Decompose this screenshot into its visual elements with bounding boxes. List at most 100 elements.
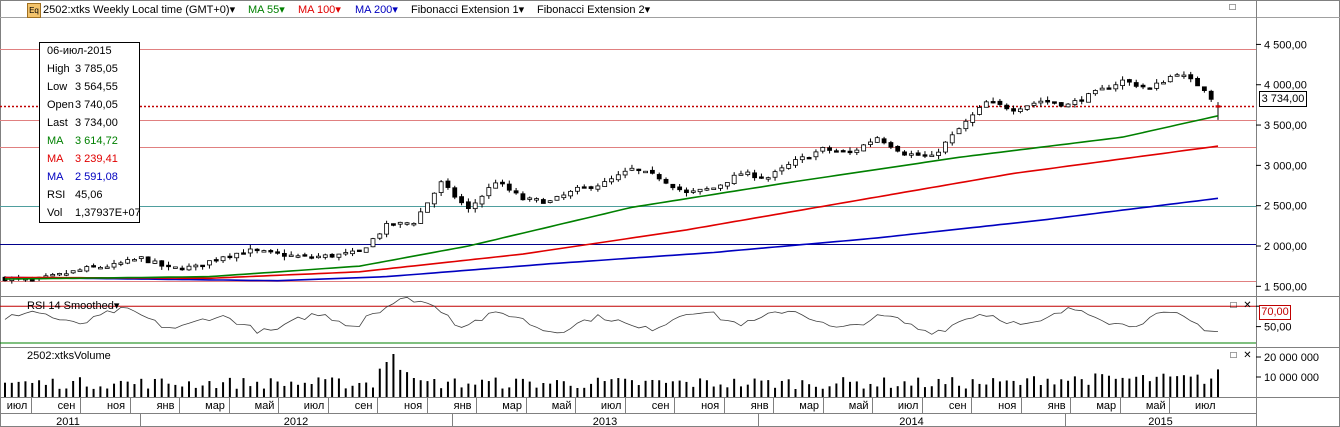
candle-body — [179, 267, 185, 271]
candle-body — [772, 171, 778, 178]
volume-pane-restore-button[interactable]: □ — [1230, 350, 1237, 361]
candle-body — [949, 134, 955, 144]
candle-body — [1174, 74, 1180, 77]
fib2-menu[interactable]: Fibonacci Extension 2▾ — [537, 3, 650, 16]
candle-body — [370, 238, 376, 248]
ma200-label: MA 200 — [355, 4, 393, 16]
rsi-line — [4, 296, 1219, 335]
candle-body — [438, 181, 444, 193]
candle-body — [1058, 102, 1064, 107]
candle-body — [268, 250, 274, 253]
year-label: 2014 — [899, 416, 923, 427]
fib1-label: Fibonacci Extension 1 — [411, 4, 519, 16]
dropdown-arrow-icon: ▾ — [229, 4, 236, 16]
candle-body — [397, 221, 403, 225]
month-label: сен — [58, 400, 76, 412]
candle-body — [1079, 99, 1085, 102]
candle-body — [588, 186, 594, 189]
candle-body — [575, 186, 580, 192]
candle-body — [752, 172, 758, 179]
candle-body — [520, 193, 526, 201]
candle-body — [895, 145, 901, 152]
candle-body — [1072, 100, 1078, 105]
price-axis-label: 2 000,00 — [1264, 241, 1307, 253]
tooltip-label: Open — [47, 99, 74, 111]
candle-body — [731, 174, 737, 185]
candle-body — [29, 279, 35, 282]
tooltip-label: MA — [47, 153, 64, 165]
candle-body — [568, 190, 574, 197]
candle-body — [479, 195, 485, 205]
price-axis-label: 2 500,00 — [1264, 201, 1307, 213]
month-label: ноя — [701, 400, 719, 412]
candle-body — [193, 264, 199, 268]
ma100-menu[interactable]: MA 100▾ — [298, 3, 341, 16]
candle-body — [847, 150, 853, 154]
candle-body — [1004, 104, 1010, 110]
rsi-axis-label: 50,00 — [1264, 322, 1292, 334]
candle-body — [445, 180, 451, 188]
tooltip-row-ma: MA 2 591,08 — [47, 171, 118, 183]
candle-body — [98, 267, 103, 270]
candle-body — [1195, 77, 1200, 87]
candle-body — [922, 154, 928, 157]
candle-body — [779, 167, 785, 172]
rsi-pane-menu[interactable]: RSI 14 Smoothed▾ — [27, 299, 119, 312]
ma55-menu[interactable]: MA 55▾ — [248, 3, 285, 16]
candle-body — [1045, 99, 1051, 103]
candle-body — [425, 202, 430, 213]
volume-pane-close-button[interactable]: ✕ — [1243, 350, 1252, 361]
dropdown-arrow-icon: ▾ — [113, 300, 120, 312]
ma55-label: MA 55 — [248, 4, 280, 16]
symbol-badge-icon[interactable]: Eq — [27, 3, 41, 18]
candle-body — [854, 149, 860, 153]
candle-body — [316, 255, 321, 259]
candle-body — [63, 273, 69, 276]
candle-body — [711, 187, 717, 190]
candle-body — [50, 274, 56, 277]
price-pane-restore-button[interactable]: □ — [1229, 2, 1236, 13]
candle-body — [765, 177, 771, 180]
candle-body — [738, 173, 744, 176]
candle-body — [602, 181, 608, 187]
rsi-pane-title: RSI 14 Smoothed — [27, 300, 114, 312]
candle-body — [615, 174, 621, 181]
candle-body — [275, 251, 280, 254]
candle-body — [840, 150, 846, 153]
candle-body — [459, 196, 464, 204]
candle-body — [145, 256, 151, 264]
candle-body — [1031, 102, 1037, 106]
month-label: май — [255, 400, 275, 412]
rsi-pane-restore-button[interactable]: □ — [1230, 300, 1237, 311]
candle-body — [527, 197, 533, 200]
month-label: мар — [799, 400, 819, 412]
candle-body — [1011, 108, 1016, 112]
volume-axis-label: 10 000 000 — [1264, 372, 1319, 384]
candle-body — [200, 264, 206, 268]
month-label: янв — [1048, 400, 1066, 412]
candle-body — [227, 255, 233, 259]
tooltip-row-last: Last 3 734,00 — [47, 117, 118, 129]
tooltip-value: 1,37937E+07 — [75, 207, 141, 219]
rsi-pane-close-button[interactable]: ✕ — [1243, 300, 1252, 311]
candle-body — [159, 260, 165, 267]
candle-body — [1086, 93, 1091, 103]
month-label: сен — [355, 400, 373, 412]
chart-title-menu[interactable]: 2502:xtks Weekly Local time (GMT+0)▾ — [43, 3, 235, 16]
candle-body — [718, 184, 723, 189]
dropdown-arrow-icon: ▾ — [644, 4, 651, 16]
candle-body — [186, 265, 192, 271]
candle-body — [138, 256, 144, 259]
candle-body — [350, 250, 355, 255]
candle-body — [704, 188, 710, 191]
candle-body — [1188, 74, 1194, 80]
fib1-menu[interactable]: Fibonacci Extension 1▾ — [411, 3, 524, 16]
candle-body — [336, 253, 342, 258]
candle-body — [247, 248, 253, 254]
candle-body — [411, 223, 417, 226]
month-label: сен — [652, 400, 670, 412]
candle-body — [302, 254, 308, 257]
candle-body — [281, 252, 287, 257]
ma200-menu[interactable]: MA 200▾ — [355, 3, 398, 16]
candle-body — [254, 248, 260, 252]
